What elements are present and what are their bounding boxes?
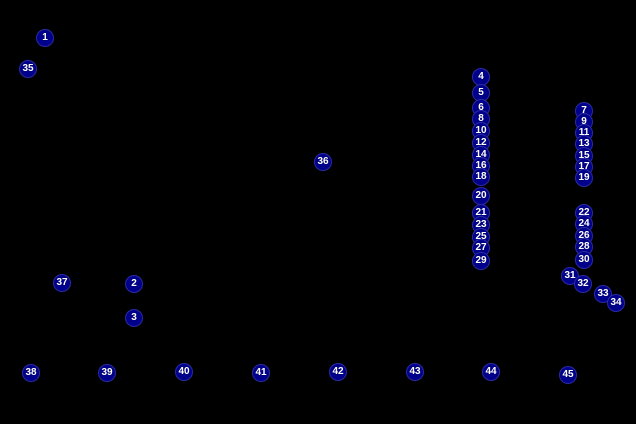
som-mark-38[interactable]: 38 [22,364,40,382]
som-mark-44[interactable]: 44 [482,363,500,381]
som-mark-32[interactable]: 32 [574,275,592,293]
som-mark-20[interactable]: 20 [472,187,490,205]
som-mark-37[interactable]: 37 [53,274,71,292]
som-mark-42[interactable]: 42 [329,363,347,381]
som-mark-39[interactable]: 39 [98,364,116,382]
som-mark-36[interactable]: 36 [314,153,332,171]
som-mark-43[interactable]: 43 [406,363,424,381]
som-mark-2[interactable]: 2 [125,275,143,293]
som-mark-34[interactable]: 34 [607,294,625,312]
som-mark-41[interactable]: 41 [252,364,270,382]
som-mark-45[interactable]: 45 [559,366,577,384]
som-mark-1[interactable]: 1 [36,29,54,47]
som-mark-19[interactable]: 19 [575,169,593,187]
som-mark-30[interactable]: 30 [575,251,593,269]
som-mark-29[interactable]: 29 [472,252,490,270]
som-mark-18[interactable]: 18 [472,168,490,186]
som-mark-3[interactable]: 3 [125,309,143,327]
som-mark-35[interactable]: 35 [19,60,37,78]
som-mark-40[interactable]: 40 [175,363,193,381]
